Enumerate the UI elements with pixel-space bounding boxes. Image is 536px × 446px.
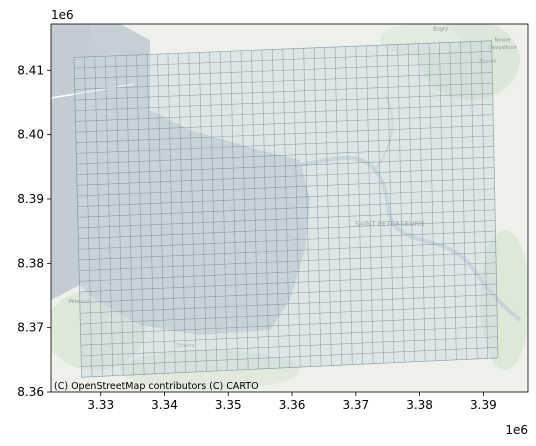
grid-row-line bbox=[78, 230, 496, 250]
basemap-label: Novoe bbox=[495, 37, 511, 43]
y-tick-label: 8.38 bbox=[17, 256, 44, 270]
grid-row-line bbox=[79, 273, 497, 293]
basemap-label: Strelna bbox=[177, 343, 195, 349]
basemap-label: Peterhof bbox=[69, 299, 90, 305]
grid-row-line bbox=[80, 325, 498, 346]
grid-row-line bbox=[80, 304, 497, 325]
grid-row-line bbox=[75, 93, 493, 112]
x-exponent-label: 1e6 bbox=[505, 423, 528, 437]
grid-row-line bbox=[75, 114, 494, 133]
grid-row-line bbox=[78, 220, 496, 239]
grid-row-line bbox=[74, 72, 493, 90]
basemap-label: SAINT PETERSBURG bbox=[355, 220, 425, 228]
x-axis: 3.33 3.34 3.35 3.36 3.37 3.38 3.39 bbox=[87, 392, 497, 412]
grid-row-line bbox=[75, 125, 494, 144]
grid-row-line bbox=[79, 283, 497, 303]
basemap-label: Devyatkino bbox=[488, 45, 516, 51]
grid-row-line bbox=[74, 61, 493, 80]
road-line bbox=[51, 83, 136, 99]
x-tick-label: 3.36 bbox=[279, 398, 306, 412]
axes-frame bbox=[50, 23, 529, 393]
grid-row-line bbox=[76, 156, 495, 175]
grid-row-line bbox=[77, 188, 495, 207]
grid-row-line bbox=[76, 146, 494, 165]
basemap-labels: SAINT PETERSBURG Bugry Novoe Devyatkino Muri… bbox=[69, 26, 517, 349]
attribution-text: (C) OpenStreetMap contributors (C) CARTO bbox=[54, 381, 259, 392]
grid-row-line bbox=[81, 336, 498, 357]
basemap-label: Bugry bbox=[433, 26, 448, 32]
y-tick-label: 8.39 bbox=[17, 192, 44, 206]
grid-row-line bbox=[79, 251, 496, 271]
gulf-water bbox=[51, 24, 310, 335]
x-tick-label: 3.33 bbox=[87, 398, 114, 412]
grid-row-line bbox=[78, 209, 496, 229]
y-exponent-label: 1e6 bbox=[51, 8, 74, 22]
grid-row-line bbox=[78, 241, 496, 261]
x-tick-label: 3.35 bbox=[215, 398, 242, 412]
x-tick-label: 3.34 bbox=[151, 398, 178, 412]
y-axis: 8.36 8.37 8.38 8.39 8.40 8.41 bbox=[17, 63, 51, 399]
grid-row-line bbox=[77, 167, 495, 186]
y-tick-label: 8.36 bbox=[17, 385, 44, 399]
grid-row-line bbox=[79, 262, 497, 282]
grid-row-line bbox=[81, 347, 498, 367]
park-patch bbox=[120, 350, 300, 390]
grid-row-line bbox=[80, 294, 497, 314]
grid-row-line bbox=[74, 51, 492, 69]
grid-row-line bbox=[76, 135, 494, 154]
grid-row-line bbox=[74, 82, 493, 101]
grid-row-line bbox=[77, 177, 495, 197]
y-tick-label: 8.37 bbox=[17, 321, 44, 335]
x-tick-label: 3.37 bbox=[342, 398, 369, 412]
grid-row-line bbox=[75, 103, 493, 122]
grid-row-line bbox=[77, 199, 495, 218]
park-patch bbox=[480, 230, 528, 370]
basemap-label: Murino bbox=[479, 59, 496, 65]
y-tick-label: 8.41 bbox=[17, 63, 44, 77]
grid-overlay bbox=[73, 40, 499, 378]
park-patch bbox=[380, 24, 460, 56]
x-tick-label: 3.39 bbox=[470, 398, 497, 412]
basemap: SAINT PETERSBURG Bugry Novoe Devyatkino Muri… bbox=[51, 24, 528, 392]
x-tick-label: 3.38 bbox=[406, 398, 433, 412]
neva-river bbox=[299, 156, 522, 322]
y-tick-label: 8.40 bbox=[17, 128, 44, 142]
grid-row-line bbox=[80, 315, 498, 335]
